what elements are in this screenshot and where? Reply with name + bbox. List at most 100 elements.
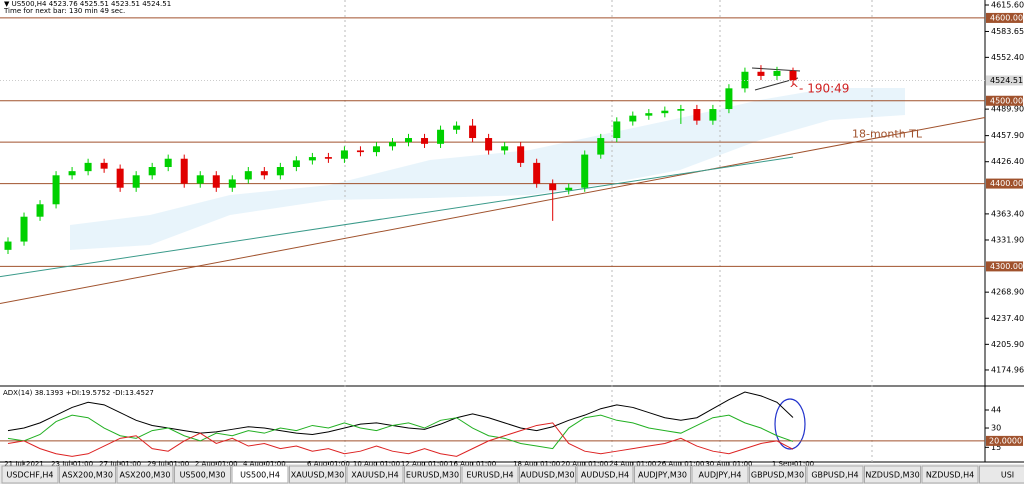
- tab-label: GBPUSD,H4: [811, 471, 858, 480]
- tab[interactable]: GBPUSD,H4: [807, 466, 863, 483]
- candle-body: [165, 159, 172, 167]
- candle-body: [101, 163, 108, 169]
- tab[interactable]: ASX200,M30: [60, 466, 116, 483]
- candle-body: [389, 142, 396, 146]
- candle-body: [581, 155, 588, 188]
- tab[interactable]: US500,M30: [175, 466, 231, 483]
- y-tick-label: 4552.40: [991, 53, 1024, 62]
- bar-timer: Time for next bar: 130 min 49 sec.: [3, 7, 125, 15]
- tab[interactable]: USDCHF,H4: [2, 466, 58, 483]
- candle-body: [453, 126, 460, 130]
- candle-body: [229, 179, 236, 187]
- y-tick-label: 4331.90: [991, 235, 1024, 244]
- candle-body: [645, 113, 652, 115]
- candle-body: [37, 204, 44, 216]
- tab[interactable]: US500,H4: [232, 466, 288, 483]
- candle-body: [421, 138, 428, 144]
- candle-body: [293, 160, 300, 167]
- tab-label: AUDUSD,M30: [520, 471, 574, 480]
- candle-body: [357, 150, 364, 152]
- candle-body: [725, 88, 732, 109]
- y-tick-label: 4205.90: [991, 340, 1024, 349]
- tab[interactable]: EURUSD,H4: [462, 466, 518, 483]
- tab-label: ASX200,M30: [120, 471, 171, 480]
- candle-body: [613, 121, 620, 138]
- candle-body: [485, 138, 492, 150]
- tab-label: GBPUSD,M30: [751, 471, 804, 480]
- y-tick-label: 44: [991, 406, 1001, 415]
- trend-line-label: 18-month TL: [852, 128, 923, 141]
- candle-body: [517, 146, 524, 163]
- tab[interactable]: ASX200,M30: [117, 466, 173, 483]
- tab[interactable]: XAUUSD,M30: [290, 466, 346, 483]
- y-tick-label: 4583.65: [991, 27, 1024, 36]
- tab-label: AUDUSD,H4: [581, 471, 629, 480]
- candle-body: [245, 171, 252, 179]
- candle-body: [85, 163, 92, 171]
- y-tick-label: 30: [991, 424, 1001, 433]
- candle-body: [773, 71, 780, 76]
- y-tick-label: 4363.40: [991, 209, 1024, 218]
- y-tick-label: 4237.40: [991, 314, 1024, 323]
- tab-label: ASX200,M30: [62, 471, 113, 480]
- current-price-label: 4524.51: [990, 76, 1023, 85]
- y-tick-label: 4426.40: [991, 157, 1024, 166]
- tab-label: EURUSD,M30: [406, 471, 459, 480]
- tab-label: USI: [1001, 471, 1014, 480]
- indicator-title: ADX(14) 38.1393 +DI:19.5752 -DI:13.4527: [3, 389, 154, 397]
- tab-label: USDCHF,H4: [7, 471, 54, 480]
- candle-body: [790, 71, 797, 81]
- y-tick-label: 4174.96: [991, 365, 1024, 374]
- candle-body: [437, 130, 444, 144]
- y-tick-label: 4457.90: [991, 131, 1024, 140]
- tab[interactable]: AUDUSD,M30: [520, 466, 576, 483]
- candle-body: [757, 72, 764, 76]
- candle-body: [373, 146, 380, 152]
- level-label: 20.0000: [989, 436, 1022, 445]
- candle-body: [213, 175, 220, 187]
- candle-body: [149, 167, 156, 175]
- candle-body: [677, 109, 684, 111]
- tab-label: US500,H4: [240, 471, 280, 480]
- tab[interactable]: AUDJPY,H4: [692, 466, 748, 483]
- candle-body: [261, 171, 268, 175]
- tab-label: AUDJPY,M30: [638, 471, 687, 480]
- tab[interactable]: XAUUSD,H4: [347, 466, 403, 483]
- tab[interactable]: GBPUSD,M30: [750, 466, 806, 483]
- candle-body: [5, 242, 12, 250]
- candle-body: [629, 116, 636, 122]
- candle-body: [181, 159, 188, 184]
- tab[interactable]: AUDJPY,M30: [635, 466, 691, 483]
- tab-label: XAUUSD,M30: [291, 471, 345, 480]
- tab-label: NZDUSD,H4: [926, 471, 974, 480]
- tab[interactable]: NZDUSD,H4: [922, 466, 978, 483]
- tab-label: US500,M30: [180, 471, 226, 480]
- tab[interactable]: AUDUSD,H4: [577, 466, 633, 483]
- tab-label: NZDUSD,M30: [865, 471, 919, 480]
- level-label: 4600.00: [990, 13, 1023, 22]
- tab[interactable]: USI: [980, 466, 1024, 483]
- annotation: ^- 190:49: [789, 82, 849, 96]
- y-tick-label: 4615.60: [991, 1, 1024, 10]
- tab[interactable]: NZDUSD,M30: [865, 466, 921, 483]
- candle-body: [533, 163, 540, 184]
- candle-body: [21, 217, 28, 242]
- candle-body: [405, 138, 412, 142]
- level-label: 4400.00: [990, 179, 1023, 188]
- candle-body: [709, 109, 716, 121]
- tab-label: EURUSD,H4: [466, 471, 513, 480]
- y-tick-label: 4268.90: [991, 288, 1024, 297]
- candle-body: [197, 175, 204, 183]
- tab-label: AUDJPY,H4: [698, 471, 741, 480]
- level-label: 4300.00: [990, 262, 1023, 271]
- tab[interactable]: EURUSD,M30: [405, 466, 461, 483]
- candle-body: [309, 157, 316, 160]
- candle-body: [501, 146, 508, 150]
- candle-body: [661, 111, 668, 113]
- candle-body: [341, 150, 348, 158]
- candle-body: [69, 171, 76, 175]
- candle-body: [549, 184, 556, 191]
- candle-body: [277, 167, 284, 175]
